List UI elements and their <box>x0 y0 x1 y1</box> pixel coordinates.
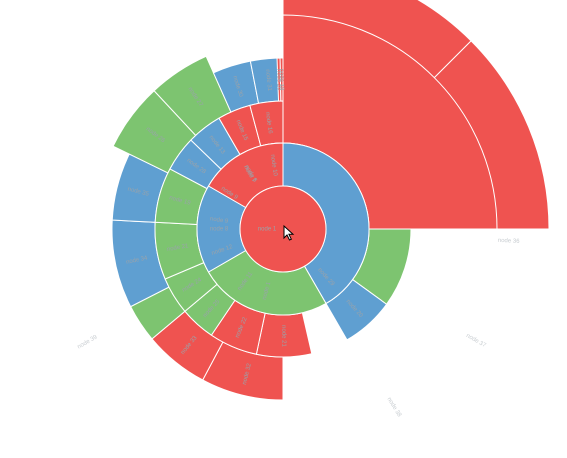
segment-label: node 1 <box>262 281 273 301</box>
sunburst-root[interactable] <box>239 185 327 273</box>
root-label: node 1 <box>258 227 277 233</box>
segment-label: node 9 <box>210 216 230 225</box>
outer-node-label: node 37 <box>465 333 487 349</box>
sunburst-segments <box>111 0 550 401</box>
segment-label: node 31 <box>264 69 272 92</box>
segment-label: node 19 <box>168 195 191 207</box>
segment-label: node 21 <box>167 243 190 253</box>
segment-label: node 32 <box>242 362 253 385</box>
outer-node-label: node 38 <box>385 397 402 419</box>
segment-label: node 20 <box>275 69 282 92</box>
outer-node-label: node 36 <box>498 238 521 245</box>
segment-label: node 10 <box>269 154 278 177</box>
outer-node-label: node 39 <box>77 334 99 350</box>
segment-label: node 18 <box>278 69 284 91</box>
segment-label: node 16 <box>264 112 273 135</box>
segment-label: node 21 <box>280 325 286 347</box>
segment-label: node 8 <box>210 227 229 233</box>
segment-label: node 34 <box>126 255 149 266</box>
segment-label: node 35 <box>127 187 150 198</box>
